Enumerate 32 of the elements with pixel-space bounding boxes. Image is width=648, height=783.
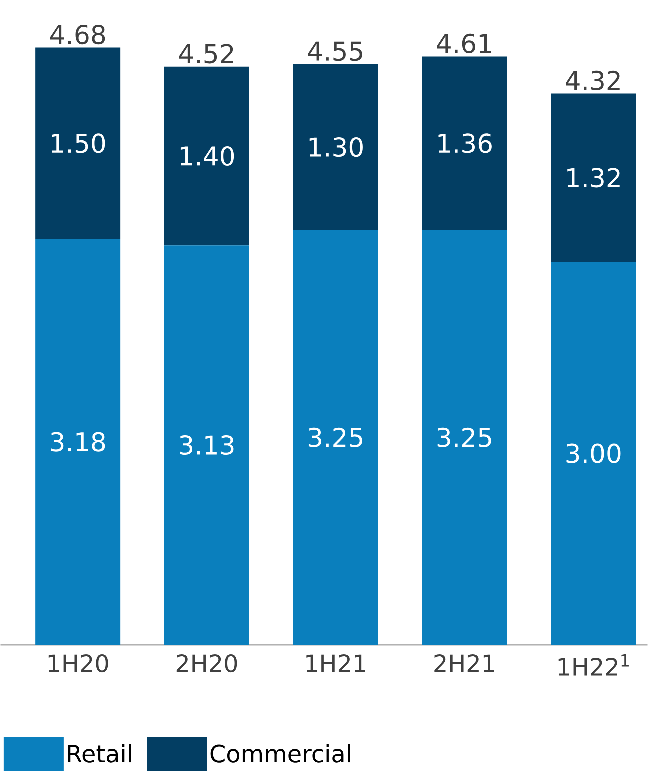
x-tick-label: 1H22$^{1}$ (558, 654, 629, 676)
data-label: 1.50 (52, 134, 105, 154)
total-label: 4.52 (179, 44, 233, 64)
data-label: 3.25 (438, 428, 492, 448)
data-label: 3.00 (566, 444, 620, 464)
bar (422, 230, 507, 645)
bar (293, 64, 378, 230)
bar (35, 239, 120, 645)
total-label: 4.61 (436, 34, 491, 54)
data-label: 3.13 (180, 435, 234, 456)
data-label: 1.40 (180, 146, 234, 166)
bar (293, 230, 378, 645)
bar (550, 94, 636, 262)
bar (164, 246, 250, 645)
total-label: 4.68 (50, 24, 105, 45)
total-label: 4.55 (308, 42, 362, 62)
x-tick-label: 1H21 (306, 654, 366, 672)
x-tick-label: 2H20 (176, 654, 237, 673)
data-label: 3.18 (50, 432, 105, 452)
bar (35, 48, 120, 240)
bar (164, 66, 250, 246)
data-label: 3.25 (308, 428, 362, 448)
total-label: 4.32 (566, 70, 620, 91)
data-label: 1.30 (310, 138, 363, 158)
data-label: 1.32 (567, 168, 620, 188)
legend-label: Retail (68, 744, 132, 763)
bar (550, 262, 636, 645)
data-label: 1.36 (438, 134, 492, 154)
x-tick-label: 2H21 (434, 654, 494, 672)
legend-label: Commercial (210, 744, 350, 763)
x-tick-label: 1H20 (48, 654, 108, 673)
bar (422, 56, 507, 230)
